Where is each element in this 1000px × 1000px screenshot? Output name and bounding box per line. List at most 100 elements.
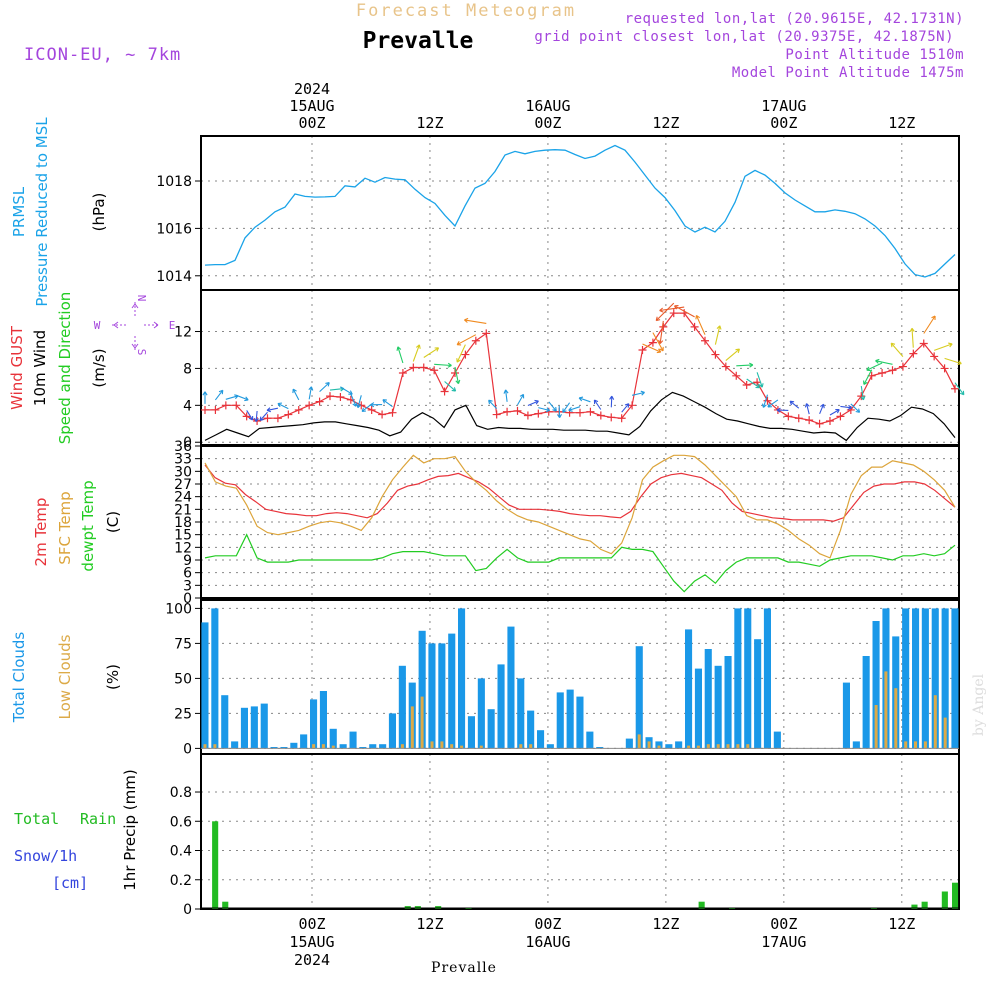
y-tick-label: 0.6	[170, 814, 192, 830]
total-clouds-label: Total Clouds	[10, 632, 28, 724]
wind-direction-arrow	[642, 343, 662, 354]
wind-direction-arrow	[214, 389, 224, 401]
low-clouds-bar	[647, 741, 651, 749]
gust-marker	[284, 410, 293, 419]
gust-marker	[523, 411, 532, 420]
time-label-top: 15AUG	[289, 97, 334, 115]
total-clouds-bar	[329, 728, 337, 749]
time-label-top: 16AUG	[525, 97, 570, 115]
gust-marker	[711, 350, 720, 359]
y-tick-label: 36	[174, 439, 192, 455]
wind-direction-arrow	[934, 342, 953, 351]
pressure-label-1: PRMSL	[10, 186, 28, 237]
time-label-bottom: 12Z	[416, 915, 443, 933]
total-clouds-bar	[497, 664, 505, 749]
total-clouds-bar	[270, 747, 278, 749]
wind-gust-label: Wind GUST	[8, 325, 26, 410]
low-clouds-bar	[479, 745, 483, 749]
total-clouds-bar	[724, 656, 732, 749]
total-clouds-bar	[714, 665, 722, 749]
wind-direction-arrow	[556, 405, 562, 419]
gust-marker	[294, 405, 303, 414]
panel-frame	[200, 445, 960, 599]
wind-direction-arrow	[568, 406, 581, 412]
wind-direction-arrow	[578, 396, 591, 403]
total-clouds-bar	[763, 608, 771, 749]
temp-2m-line	[204, 464, 956, 522]
wind-direction-arrow	[909, 327, 915, 348]
requested-coords: requested lon,lat (20.9615E, 42.1731N)	[625, 11, 964, 27]
gust-marker	[805, 416, 814, 425]
wind-direction-arrow	[767, 399, 779, 408]
low-clouds-label: Low Clouds	[56, 634, 74, 719]
pressure-label-2: Pressure Reduced to MSL	[33, 117, 51, 307]
y-tick-label: 21	[174, 502, 192, 518]
total-clouds-bar	[221, 695, 229, 749]
total-clouds-bar	[931, 608, 939, 749]
total-clouds-bar	[379, 744, 387, 749]
time-label-bottom: 16AUG	[525, 933, 570, 951]
gust-marker	[315, 397, 324, 406]
wind-direction-arrow	[488, 399, 498, 409]
rain-bar	[941, 891, 948, 909]
low-clouds-bar	[736, 744, 740, 749]
low-clouds-bar	[637, 734, 641, 749]
wind-direction-arrow	[725, 348, 741, 362]
low-clouds-bar	[706, 744, 710, 749]
wind-direction-arrow	[444, 381, 457, 392]
wind-direction-arrow	[456, 344, 466, 363]
total-clouds-bar	[625, 738, 633, 749]
compass-s: S	[135, 349, 148, 356]
gust-marker	[826, 417, 834, 426]
panel-frame	[200, 289, 960, 446]
gust-marker	[232, 401, 241, 410]
gust-marker	[701, 336, 709, 345]
y-tick-label: 0	[183, 591, 192, 607]
time-label-bottom: 12Z	[652, 915, 679, 933]
total-clouds-bar	[685, 629, 693, 749]
wind-direction-arrow	[202, 391, 208, 404]
wind-direction-arrow	[714, 325, 722, 345]
panel-frame	[200, 135, 960, 291]
wind-direction-arrow	[259, 411, 268, 422]
gust-marker	[367, 405, 376, 414]
y-tick-label: 3	[183, 578, 192, 594]
gust-marker	[430, 366, 439, 375]
rain-bar	[212, 821, 219, 909]
total-clouds-bar	[694, 668, 702, 749]
y-tick-label: 1016	[156, 221, 192, 237]
total-clouds-bar	[438, 643, 446, 749]
time-label-bottom: 00Z	[298, 915, 325, 933]
low-clouds-bar	[923, 741, 927, 749]
gust-marker	[378, 410, 387, 419]
total-clouds-bar	[773, 731, 781, 749]
wind-direction-arrow	[266, 407, 279, 413]
time-label-top: 00Z	[534, 114, 561, 132]
total-clouds-bar	[398, 665, 406, 749]
low-clouds-bar	[321, 744, 325, 749]
total-clouds-bar	[201, 622, 209, 749]
low-clouds-bar	[430, 741, 434, 749]
gust-marker	[878, 369, 887, 378]
total-clouds-bar	[734, 608, 742, 749]
temp-2m-label: 2m Temp	[32, 498, 50, 567]
total-clouds-bar	[260, 703, 268, 749]
total-clouds-bar	[655, 741, 663, 749]
wind-direction-arrow	[652, 332, 664, 352]
gust-marker	[388, 408, 397, 417]
time-label-top: 12Z	[652, 114, 679, 132]
time-label-bottom: 17AUG	[761, 933, 806, 951]
temp-sfc-line	[204, 454, 956, 559]
gust-marker	[617, 414, 626, 423]
total-clouds-bar	[467, 716, 475, 749]
total-clouds-bar	[556, 692, 564, 749]
y-tick-label: 0	[183, 902, 192, 918]
y-tick-label: 8	[183, 361, 192, 377]
y-tick-label: 75	[174, 636, 192, 652]
model-name: ICON-EU, ~ 7km	[24, 45, 181, 65]
total-clouds-bar	[527, 710, 535, 749]
total-clouds-bar	[546, 744, 554, 749]
gust-marker	[951, 384, 959, 393]
footer-place: Prevalle	[431, 960, 497, 976]
y-tick-label: 0.4	[170, 844, 192, 860]
